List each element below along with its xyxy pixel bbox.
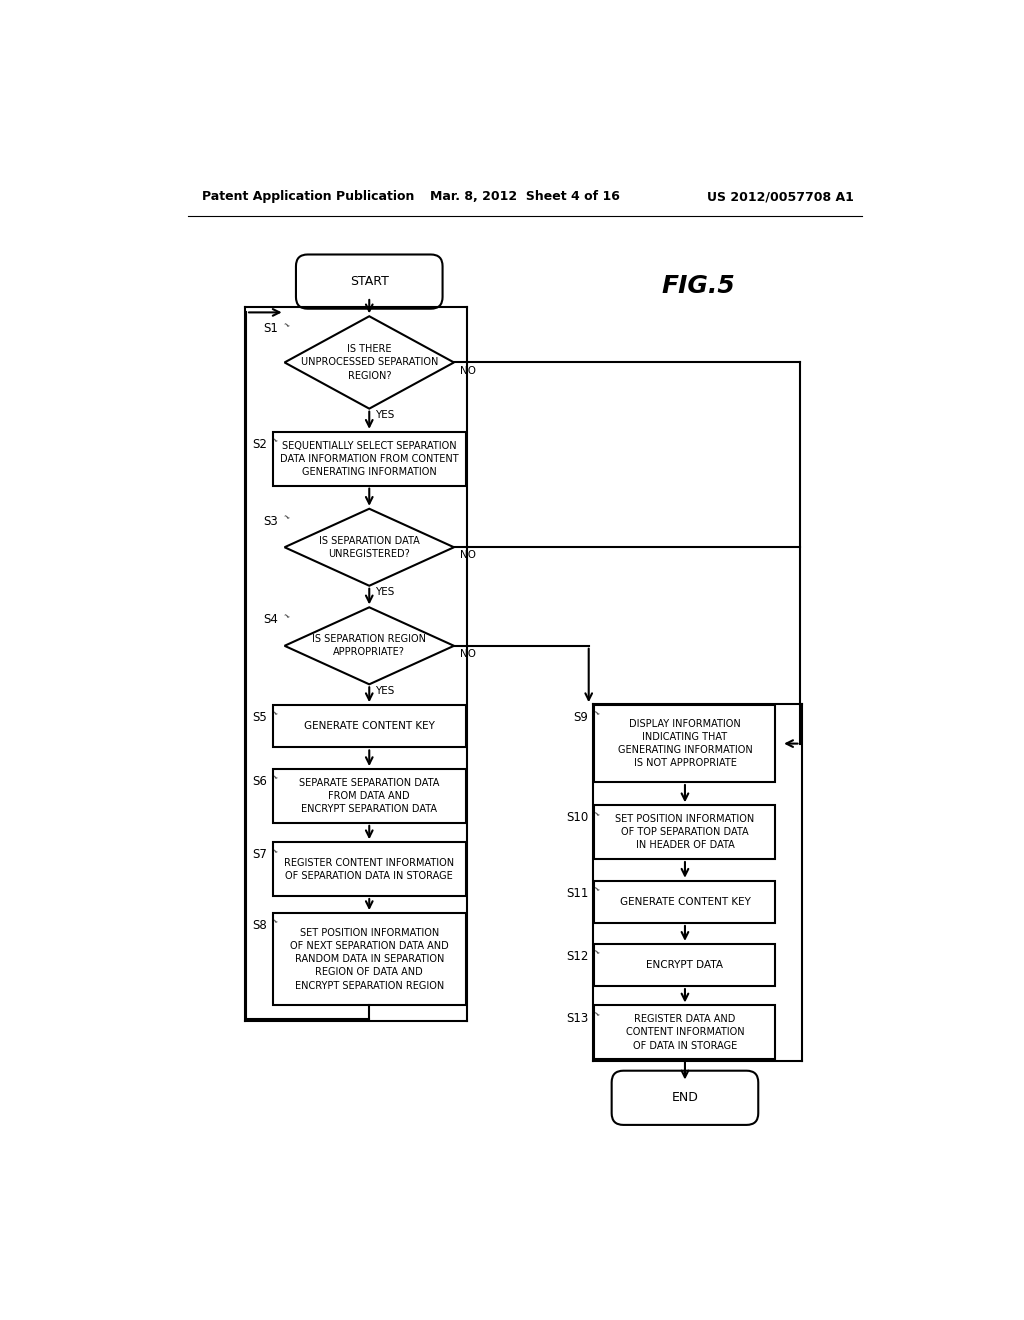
Text: S10: S10 [566,812,589,825]
Text: YES: YES [376,686,395,696]
Text: REGISTER CONTENT INFORMATION
OF SEPARATION DATA IN STORAGE: REGISTER CONTENT INFORMATION OF SEPARATI… [285,858,455,880]
Text: NO: NO [460,550,476,560]
FancyBboxPatch shape [595,805,775,859]
Text: S9: S9 [573,711,589,725]
FancyBboxPatch shape [611,1071,758,1125]
Text: YES: YES [376,411,395,420]
Text: ~: ~ [268,916,279,928]
FancyBboxPatch shape [273,770,466,822]
Polygon shape [285,317,454,409]
Text: REGISTER DATA AND
CONTENT INFORMATION
OF DATA IN STORAGE: REGISTER DATA AND CONTENT INFORMATION OF… [626,1014,744,1051]
FancyBboxPatch shape [595,880,775,923]
Text: S5: S5 [252,711,267,725]
Text: ~: ~ [268,772,279,783]
Text: ~: ~ [268,845,279,857]
Text: S8: S8 [252,919,267,932]
Text: S3: S3 [263,515,279,528]
Text: NO: NO [460,649,476,659]
Text: US 2012/0057708 A1: US 2012/0057708 A1 [708,190,854,203]
Text: SEPARATE SEPARATION DATA
FROM DATA AND
ENCRYPT SEPARATION DATA: SEPARATE SEPARATION DATA FROM DATA AND E… [299,777,439,814]
Text: END: END [672,1092,698,1105]
Text: SEQUENTIALLY SELECT SEPARATION
DATA INFORMATION FROM CONTENT
GENERATING INFORMAT: SEQUENTIALLY SELECT SEPARATION DATA INFO… [280,441,459,477]
Text: ~: ~ [280,610,291,622]
Text: FIG.5: FIG.5 [662,275,735,298]
Text: ~: ~ [590,808,600,820]
Text: S2: S2 [252,438,267,451]
Text: Mar. 8, 2012  Sheet 4 of 16: Mar. 8, 2012 Sheet 4 of 16 [430,190,620,203]
Text: ~: ~ [590,884,600,895]
Text: SET POSITION INFORMATION
OF TOP SEPARATION DATA
IN HEADER OF DATA: SET POSITION INFORMATION OF TOP SEPARATI… [615,814,755,850]
FancyBboxPatch shape [595,944,775,986]
FancyBboxPatch shape [595,705,775,781]
Text: ~: ~ [280,319,291,330]
Text: ~: ~ [280,512,291,523]
Text: SET POSITION INFORMATION
OF NEXT SEPARATION DATA AND
RANDOM DATA IN SEPARATION
R: SET POSITION INFORMATION OF NEXT SEPARAT… [290,928,449,990]
Text: S1: S1 [263,322,279,335]
FancyBboxPatch shape [296,255,442,309]
FancyBboxPatch shape [273,842,466,896]
Text: S6: S6 [252,775,267,788]
FancyBboxPatch shape [273,432,466,486]
Text: Patent Application Publication: Patent Application Publication [202,190,415,203]
Text: START: START [350,275,389,288]
Text: YES: YES [376,587,395,597]
Text: S12: S12 [566,950,589,964]
Text: S13: S13 [566,1011,589,1024]
Text: S11: S11 [566,887,589,900]
Text: ENCRYPT DATA: ENCRYPT DATA [646,960,724,970]
FancyBboxPatch shape [595,1006,775,1059]
Text: IS SEPARATION REGION
APPROPRIATE?: IS SEPARATION REGION APPROPRIATE? [312,634,426,657]
Text: GENERATE CONTENT KEY: GENERATE CONTENT KEY [620,896,751,907]
Polygon shape [285,607,454,684]
Text: ~: ~ [590,708,600,719]
Text: ~: ~ [590,1008,600,1020]
Text: GENERATE CONTENT KEY: GENERATE CONTENT KEY [304,721,435,731]
Text: ~: ~ [268,708,279,719]
Text: ~: ~ [590,946,600,958]
Text: IS THERE
UNPROCESSED SEPARATION
REGION?: IS THERE UNPROCESSED SEPARATION REGION? [301,345,438,380]
Text: S7: S7 [252,849,267,862]
FancyBboxPatch shape [273,705,466,747]
Text: IS SEPARATION DATA
UNREGISTERED?: IS SEPARATION DATA UNREGISTERED? [318,536,420,558]
FancyBboxPatch shape [273,913,466,1006]
Text: NO: NO [460,366,476,375]
Text: DISPLAY INFORMATION
INDICATING THAT
GENERATING INFORMATION
IS NOT APPROPRIATE: DISPLAY INFORMATION INDICATING THAT GENE… [617,719,753,768]
Text: ~: ~ [268,434,279,446]
Text: S4: S4 [263,614,279,627]
Polygon shape [285,508,454,586]
